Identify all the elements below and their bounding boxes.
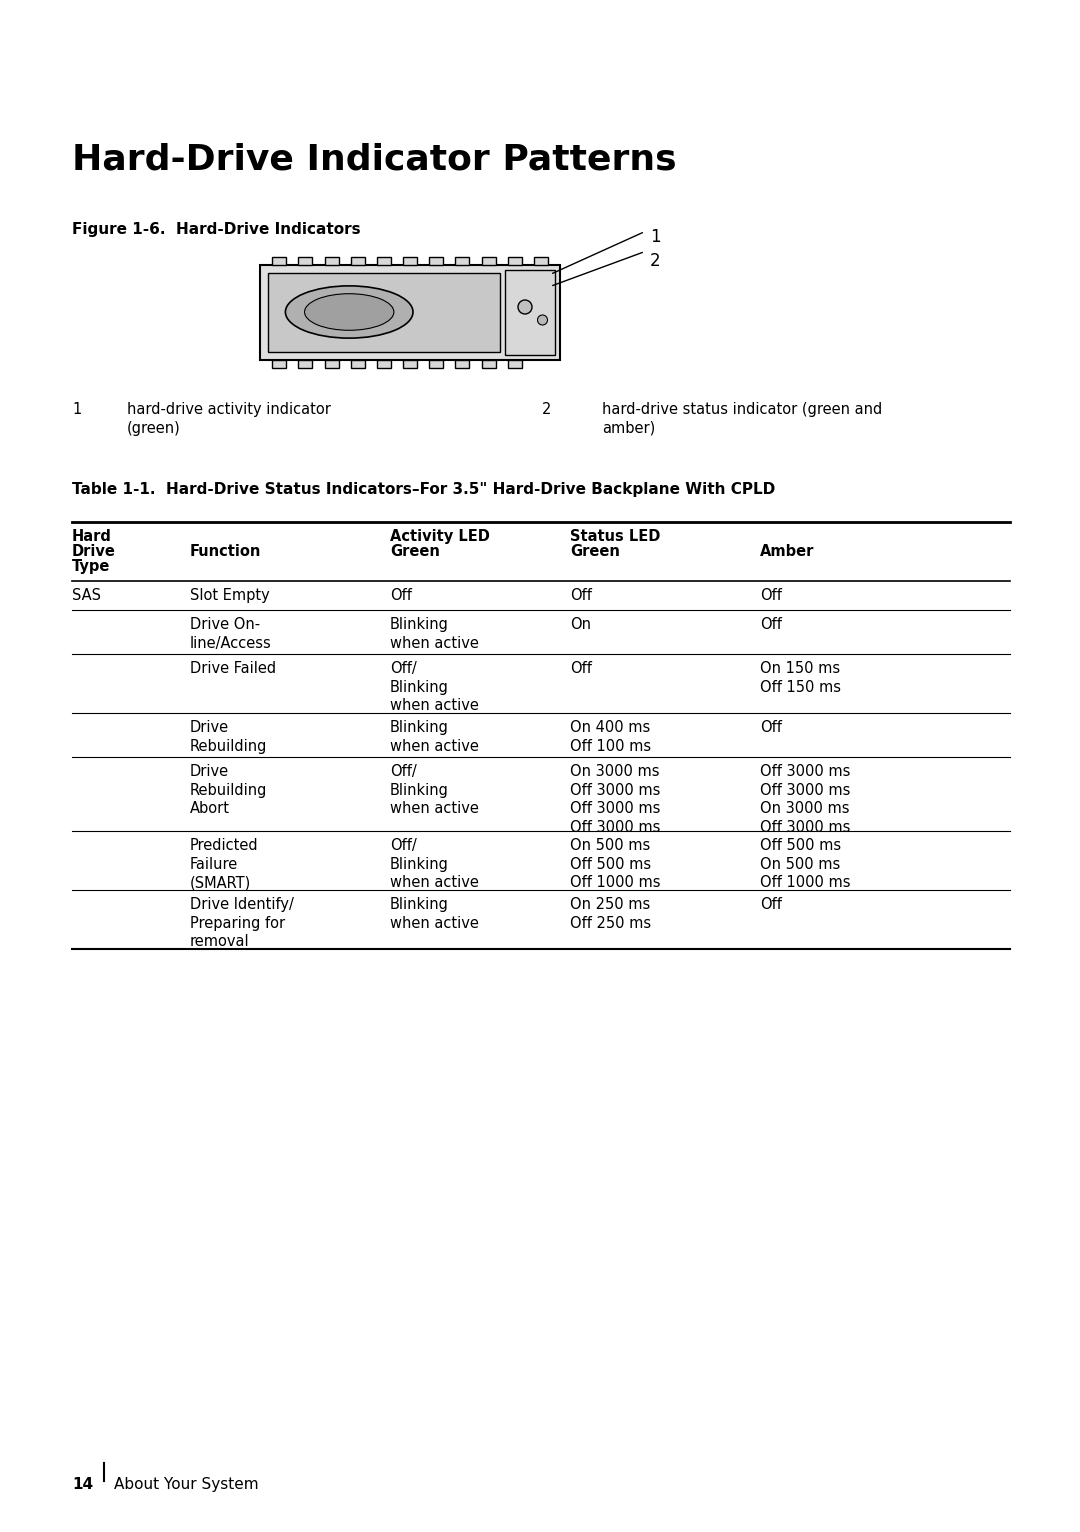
Text: Function: Function (190, 544, 261, 559)
Text: Off/
Blinking
when active: Off/ Blinking when active (390, 764, 478, 817)
Text: Off/
Blinking
when active: Off/ Blinking when active (390, 838, 478, 890)
Bar (268, 273, 500, 351)
Text: Drive
Rebuilding
Abort: Drive Rebuilding Abort (190, 764, 268, 817)
Bar (377, 360, 391, 368)
Text: Slot Empty: Slot Empty (190, 588, 270, 604)
Ellipse shape (285, 286, 413, 339)
Bar (534, 256, 548, 265)
Text: On 3000 ms
Off 3000 ms
Off 3000 ms
Off 3000 ms: On 3000 ms Off 3000 ms Off 3000 ms Off 3… (570, 764, 660, 835)
Text: SAS: SAS (72, 588, 102, 604)
Bar (482, 256, 496, 265)
Circle shape (518, 300, 532, 314)
Bar (351, 256, 365, 265)
Bar (298, 360, 312, 368)
Text: hard-drive activity indicator
(green): hard-drive activity indicator (green) (127, 401, 330, 435)
Bar (324, 360, 338, 368)
Text: Table 1-1.  Hard-Drive Status Indicators–For 3.5" Hard-Drive Backplane With CPLD: Table 1-1. Hard-Drive Status Indicators–… (72, 483, 775, 496)
Bar (351, 360, 365, 368)
Text: Predicted
Failure
(SMART): Predicted Failure (SMART) (190, 838, 258, 890)
Text: Hard: Hard (72, 529, 112, 544)
Text: 1: 1 (650, 227, 661, 245)
Text: Off: Off (760, 720, 782, 735)
Text: Blinking
when active: Blinking when active (390, 898, 478, 930)
Text: Off 3000 ms
Off 3000 ms
On 3000 ms
Off 3000 ms: Off 3000 ms Off 3000 ms On 3000 ms Off 3… (760, 764, 850, 835)
Text: Figure 1-6.  Hard-Drive Indicators: Figure 1-6. Hard-Drive Indicators (72, 222, 361, 237)
Text: Drive: Drive (72, 544, 116, 559)
Text: Off/
Blinking
when active: Off/ Blinking when active (390, 660, 478, 714)
Bar (272, 256, 286, 265)
Text: Off: Off (760, 898, 782, 912)
Text: Drive Identify/
Preparing for
removal: Drive Identify/ Preparing for removal (190, 898, 294, 950)
Text: Type: Type (72, 559, 110, 574)
Circle shape (538, 316, 548, 325)
Text: Blinking
when active: Blinking when active (390, 720, 478, 754)
Text: On: On (570, 617, 591, 633)
Text: 2: 2 (542, 401, 552, 417)
Text: Status LED: Status LED (570, 529, 660, 544)
Text: On 250 ms
Off 250 ms: On 250 ms Off 250 ms (570, 898, 651, 930)
Text: Off: Off (570, 660, 592, 676)
Bar (429, 360, 443, 368)
Bar (298, 256, 312, 265)
Text: Blinking
when active: Blinking when active (390, 617, 478, 651)
Text: About Your System: About Your System (114, 1477, 258, 1492)
Text: Drive Failed: Drive Failed (190, 660, 276, 676)
Text: Off: Off (760, 617, 782, 633)
Bar (429, 256, 443, 265)
Text: Green: Green (390, 544, 440, 559)
Text: Drive
Rebuilding: Drive Rebuilding (190, 720, 268, 754)
Text: On 500 ms
Off 500 ms
Off 1000 ms: On 500 ms Off 500 ms Off 1000 ms (570, 838, 661, 890)
Bar (272, 360, 286, 368)
Bar (456, 360, 470, 368)
Ellipse shape (305, 294, 394, 331)
Bar (482, 360, 496, 368)
Text: Hard-Drive Indicator Patterns: Hard-Drive Indicator Patterns (72, 142, 677, 176)
Text: Off 500 ms
On 500 ms
Off 1000 ms: Off 500 ms On 500 ms Off 1000 ms (760, 838, 851, 890)
Bar (260, 265, 561, 360)
Text: Drive On-
line/Access: Drive On- line/Access (190, 617, 272, 651)
Bar (324, 256, 338, 265)
Text: Amber: Amber (760, 544, 814, 559)
Text: Activity LED: Activity LED (390, 529, 490, 544)
Bar (508, 256, 522, 265)
Bar (377, 256, 391, 265)
Bar (456, 256, 470, 265)
Text: Off: Off (760, 588, 782, 604)
Text: On 150 ms
Off 150 ms: On 150 ms Off 150 ms (760, 660, 841, 694)
Text: hard-drive status indicator (green and
amber): hard-drive status indicator (green and a… (602, 401, 882, 435)
Bar (403, 256, 417, 265)
Text: 14: 14 (72, 1477, 93, 1492)
Text: Off: Off (570, 588, 592, 604)
Bar (505, 270, 555, 354)
Bar (508, 360, 522, 368)
Bar (403, 360, 417, 368)
Text: 1: 1 (72, 401, 81, 417)
Text: Green: Green (570, 544, 620, 559)
Text: On 400 ms
Off 100 ms: On 400 ms Off 100 ms (570, 720, 651, 754)
Text: 2: 2 (650, 251, 661, 270)
Text: Off: Off (390, 588, 411, 604)
